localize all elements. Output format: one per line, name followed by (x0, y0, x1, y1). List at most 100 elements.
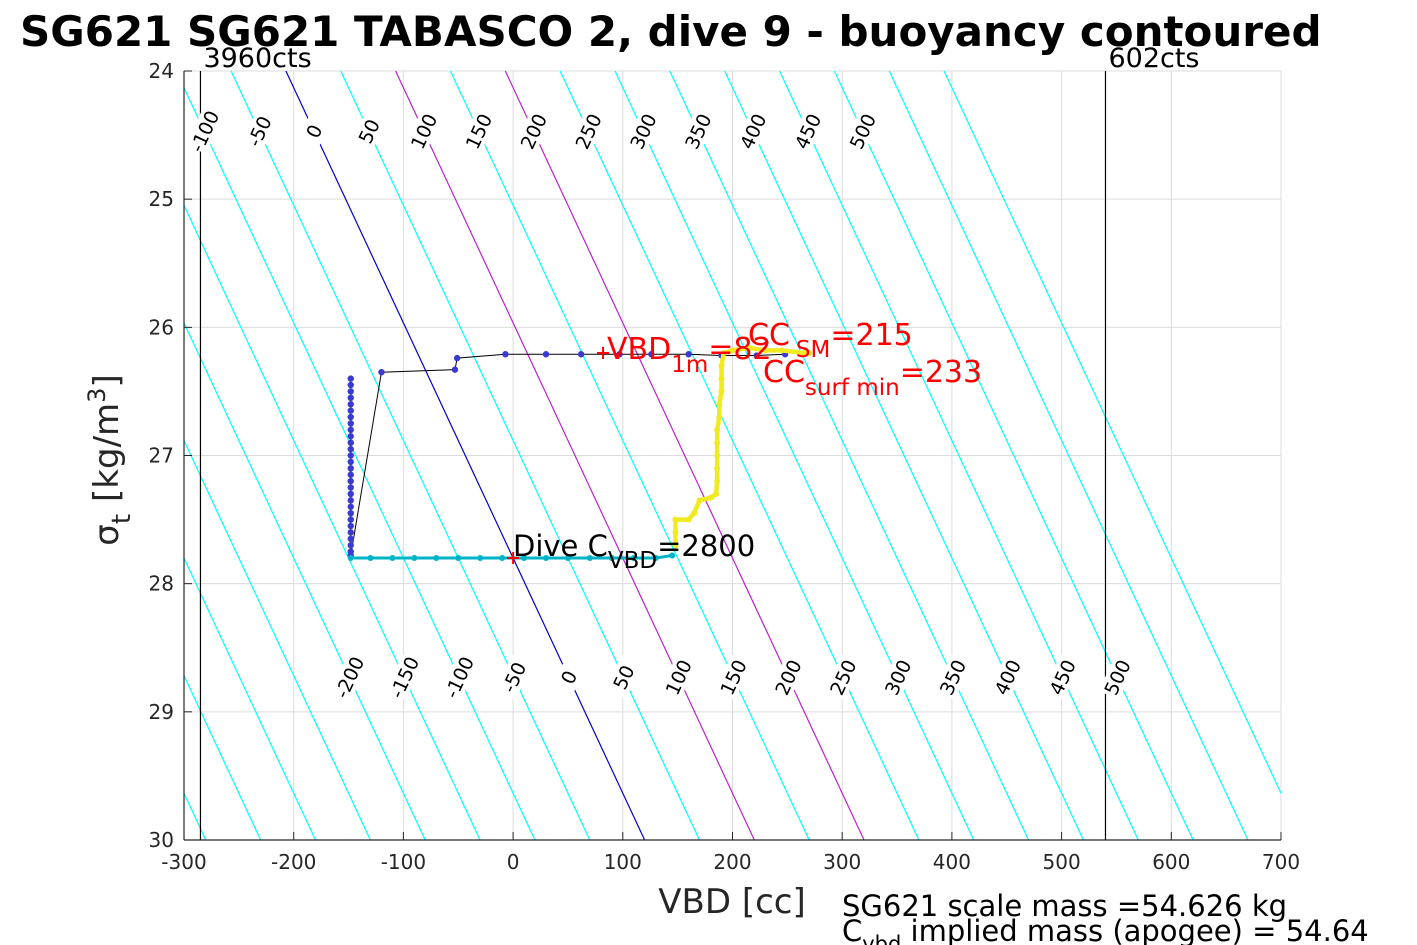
dive-point (577, 351, 585, 358)
x-tick-label: 0 (507, 850, 520, 874)
buoyancy-contour (183, 675, 262, 841)
footer-implied-mass: Cvbd implied mass (apogee) = 54.64 (842, 914, 1369, 945)
climb-up-point (720, 349, 727, 356)
climb-up-point (718, 375, 725, 382)
climb-bottom-point (499, 555, 506, 562)
dive-point (685, 351, 692, 358)
climb-bottom-point (652, 555, 659, 562)
buoyancy-contour (230, 70, 591, 841)
climb-up-point (685, 516, 692, 523)
climb-bottom-point (455, 555, 462, 562)
buoyancy-contour (183, 205, 481, 841)
buoyancy-contour (614, 70, 975, 841)
buoyancy-contour (449, 70, 810, 841)
climb-bottom-point (586, 555, 593, 562)
climb-up-point (696, 497, 703, 504)
contour-label-bg (769, 654, 807, 701)
climb-bottom-point (433, 555, 440, 562)
contour-label-bg (405, 108, 443, 155)
dive-point (347, 413, 354, 421)
x-axis-label: VBD [cc] (658, 882, 806, 922)
y-axis-label-close: ] (87, 374, 127, 387)
x-tick-label: 500 (1043, 850, 1081, 874)
climb-up-point (729, 347, 736, 354)
contour-label-bg (934, 654, 972, 701)
annotation-vbd-1m-main: VBD (607, 332, 671, 367)
footer-implied-main: C (842, 914, 862, 945)
y-tick-label: 24 (149, 59, 174, 83)
climb-up-point (714, 452, 721, 459)
climb-up-point (778, 347, 785, 354)
dive-point (347, 445, 354, 453)
y-tick-label: 29 (149, 700, 174, 724)
dive-point (347, 375, 354, 382)
contour-label-bg (824, 654, 862, 701)
contour-label-bg (679, 108, 717, 155)
climb-bottom-point (389, 555, 396, 562)
climb-bottom-point (564, 555, 571, 562)
buoyancy-contour (183, 440, 371, 841)
grid (183, 70, 1282, 841)
chart-title: SG621 SG621 TABASCO 2, dive 9 - buoyancy… (20, 7, 1322, 56)
climb-bottom-point (477, 555, 484, 562)
dive-point (347, 516, 354, 523)
climb-bottom-point (543, 555, 550, 562)
climb-up-point (714, 426, 721, 433)
vbd-limit-label: 3960cts (203, 43, 311, 74)
climb-up-point (713, 490, 720, 497)
buoyancy-contour (833, 70, 1194, 841)
y-tick-label: 30 (149, 828, 174, 852)
y-axis-label-subscript: t (107, 514, 137, 524)
footer-implied-rest: implied mass (apogee) = 54.64 (901, 914, 1368, 945)
buoyancy-contour (340, 70, 701, 841)
climb-up-point (714, 465, 721, 472)
climb-up-point (716, 401, 723, 408)
climb-up-point (672, 516, 679, 523)
contour-label-bg (789, 108, 827, 155)
contour-label-bg (550, 654, 588, 701)
climb-up-point (714, 439, 721, 446)
annotation-cc-surf-main: CC (763, 355, 805, 390)
x-tick-label: -300 (161, 850, 206, 874)
annotation-cc-surf-min: CCsurf min=233 (763, 355, 982, 401)
annotation-dive-cvbd: Dive CVBD=2800 (513, 529, 755, 574)
contour-label-bg (605, 654, 642, 701)
contour-label-bg (295, 108, 333, 155)
contour-label-bg (734, 108, 772, 155)
dive-point (347, 426, 354, 434)
x-tick-label: 600 (1152, 850, 1190, 874)
buoyancy-contour (724, 70, 1084, 841)
annotation-dive-cvbd-main: Dive C (513, 529, 608, 563)
annotation-vbd-1m: VBD1m=82 (607, 332, 772, 378)
contour-label-bg (460, 108, 497, 155)
dive-point (347, 503, 354, 510)
climb-bottom-point (347, 555, 354, 562)
dive-point (453, 354, 461, 362)
contour-label-bg (879, 654, 917, 701)
dive-point (451, 366, 459, 373)
dive-point (648, 351, 655, 358)
y-tick-label: 26 (149, 315, 174, 339)
y-axis-label-superscript: 3 (83, 388, 111, 403)
contour-label-bg (844, 108, 881, 155)
dive-point (347, 420, 354, 427)
climb-bottom-point (669, 552, 676, 559)
contour-label-bg (514, 108, 552, 155)
x-tick-label: 100 (604, 850, 642, 874)
contour-label-bg (495, 654, 533, 701)
x-tick-label: 700 (1262, 850, 1300, 874)
dive-point (347, 407, 354, 414)
climb-up-point (718, 388, 725, 395)
dive-point (347, 381, 354, 389)
dive-point (616, 351, 623, 358)
dive-point (347, 401, 354, 408)
footer-implied-sub: vbd (862, 932, 901, 945)
y-tick-label: 28 (149, 572, 174, 596)
dive-point (753, 352, 760, 359)
dive-point (347, 439, 354, 446)
climb-up-point (714, 478, 721, 485)
contour-label-bg (385, 654, 423, 701)
contour-label-bg (330, 654, 368, 701)
annotation-cc-value: =215 (830, 318, 912, 353)
dive-point (347, 535, 354, 543)
